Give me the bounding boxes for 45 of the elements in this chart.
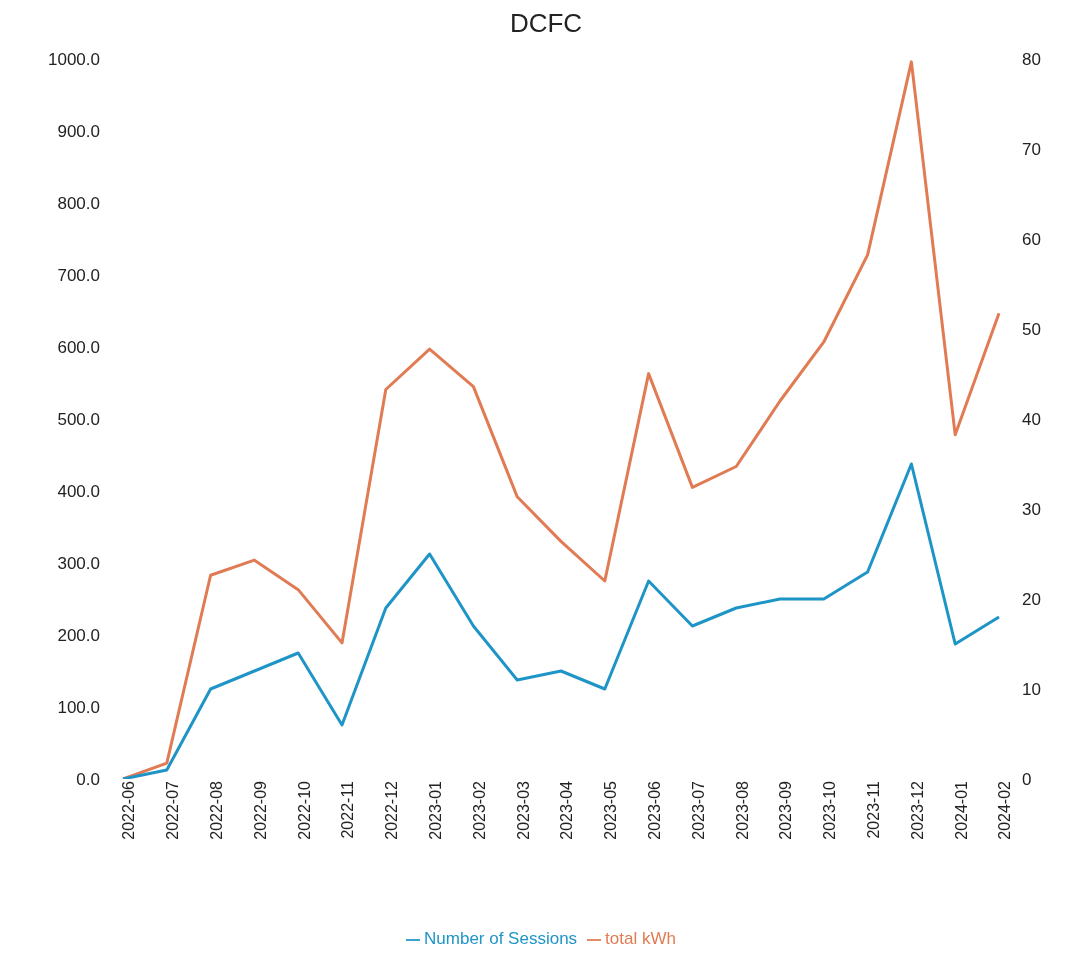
x-tick-label: 2022-11 bbox=[339, 780, 357, 839]
x-tick-label: 2023-01 bbox=[426, 780, 444, 840]
x-tick-label: 2022-09 bbox=[251, 780, 269, 840]
x-tick-label: 2023-11 bbox=[864, 780, 882, 839]
x-tick-label: 2023-07 bbox=[689, 780, 707, 840]
x-tick-label: 2022-10 bbox=[295, 780, 313, 840]
y-tick-label: 0.0 bbox=[76, 770, 100, 790]
x-tick-label: 2023-10 bbox=[821, 780, 839, 840]
y-tick-label: 800.0 bbox=[57, 194, 100, 214]
x-tick-label: 2023-03 bbox=[514, 780, 532, 840]
y-tick-label: 200.0 bbox=[57, 626, 100, 646]
y-tick-label: 500.0 bbox=[57, 410, 100, 430]
x-tick-label: 2022-08 bbox=[207, 780, 225, 840]
y-tick-label: 1000.0 bbox=[48, 50, 100, 70]
x-tick-label: 2022-07 bbox=[164, 780, 182, 840]
y2-tick-label: 40 bbox=[1022, 410, 1041, 430]
y2-tick-label: 10 bbox=[1022, 680, 1041, 700]
y-tick-label: 100.0 bbox=[57, 698, 100, 718]
x-tick-label: 2023-06 bbox=[645, 780, 663, 840]
y2-tick-label: 20 bbox=[1022, 590, 1041, 610]
x-tick-label: 2022-06 bbox=[120, 780, 138, 840]
y2-tick-label: 50 bbox=[1022, 320, 1041, 340]
x-tick-label: 2023-04 bbox=[558, 780, 576, 840]
x-tick-label: 2023-08 bbox=[733, 780, 751, 840]
x-tick-label: 2023-02 bbox=[470, 780, 488, 840]
y2-tick-label: 80 bbox=[1022, 50, 1041, 70]
legend-label: total kWh bbox=[605, 929, 676, 948]
x-tick-label: 2022-12 bbox=[383, 780, 401, 840]
y2-tick-label: 0 bbox=[1022, 770, 1032, 790]
x-tick-label: 2024-01 bbox=[952, 780, 970, 840]
x-tick-label: 2023-05 bbox=[602, 780, 620, 840]
x-tick-label: 2024-02 bbox=[996, 780, 1014, 840]
y-tick-label: 600.0 bbox=[57, 338, 100, 358]
y-tick-label: 300.0 bbox=[57, 554, 100, 574]
legend-label: Number of Sessions bbox=[424, 929, 578, 948]
y-tick-label: 700.0 bbox=[57, 266, 100, 286]
y-tick-label: 900.0 bbox=[57, 122, 100, 142]
line-series bbox=[121, 462, 1001, 779]
chart-title: DCFC bbox=[508, 8, 584, 39]
y2-tick-label: 60 bbox=[1022, 230, 1041, 250]
y2-tick-label: 70 bbox=[1022, 140, 1041, 160]
y2-tick-label: 30 bbox=[1022, 500, 1041, 520]
x-tick-label: 2023-12 bbox=[908, 780, 926, 840]
y-tick-label: 400.0 bbox=[57, 482, 100, 502]
x-tick-label: 2023-09 bbox=[777, 780, 795, 840]
